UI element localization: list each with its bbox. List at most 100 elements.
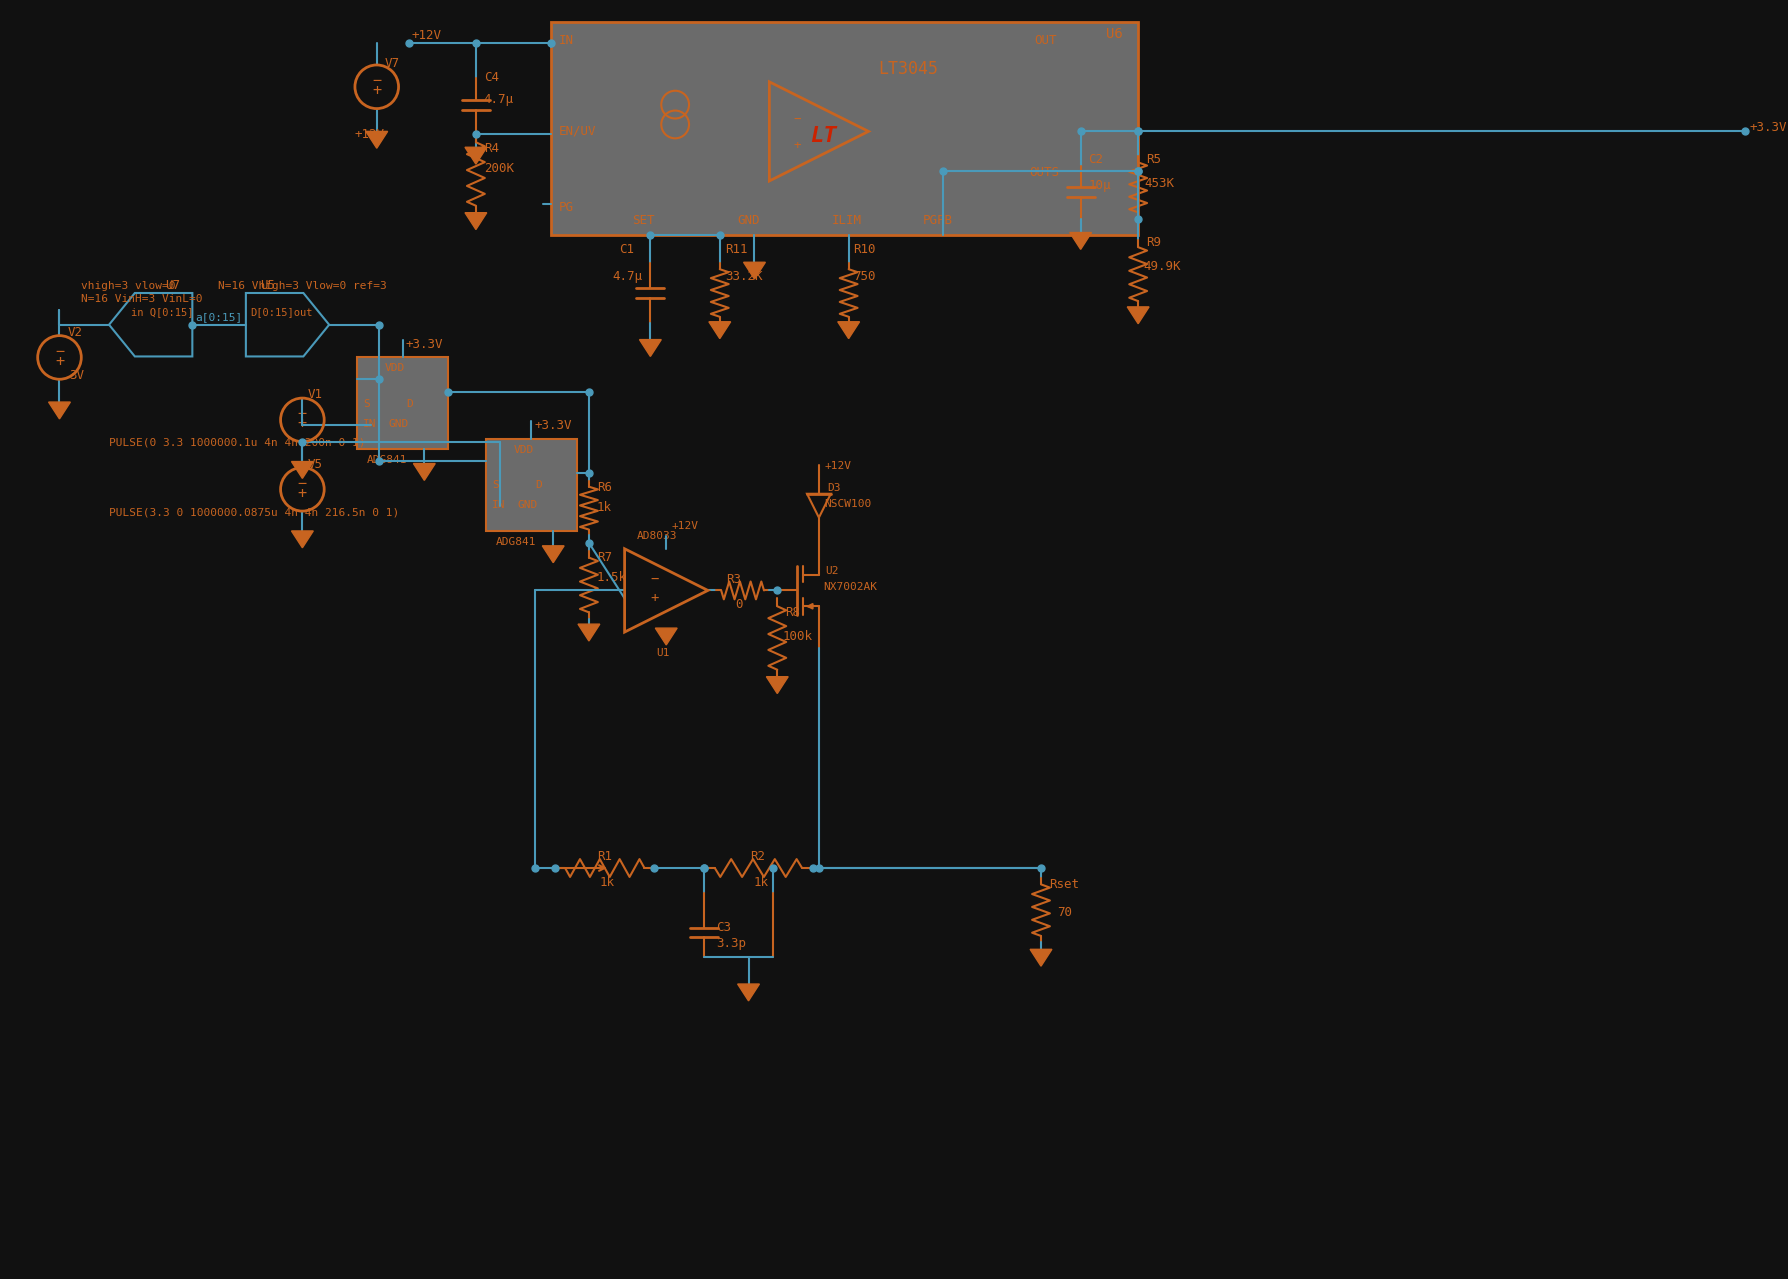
Text: N=16 Vhigh=3 Vlow=0 ref=3: N=16 Vhigh=3 Vlow=0 ref=3 xyxy=(218,281,386,292)
Text: V1: V1 xyxy=(308,388,322,402)
Text: PULSE(0 3.3 1000000.1u 4n 4n 200n 0 1): PULSE(0 3.3 1000000.1u 4n 4n 200n 0 1) xyxy=(109,437,365,448)
Text: LT3045: LT3045 xyxy=(878,60,939,78)
Text: +: + xyxy=(299,417,308,431)
Text: NX7002AK: NX7002AK xyxy=(822,582,876,592)
Text: C4: C4 xyxy=(485,70,499,84)
Text: 0: 0 xyxy=(735,599,744,611)
Text: VDD: VDD xyxy=(384,363,404,373)
Text: N=16 VinH=3 VinL=0: N=16 VinH=3 VinL=0 xyxy=(80,294,202,304)
Polygon shape xyxy=(1030,949,1051,966)
FancyBboxPatch shape xyxy=(358,357,449,449)
Text: 70: 70 xyxy=(1057,906,1071,918)
Text: GND: GND xyxy=(738,214,760,226)
Text: R9: R9 xyxy=(1146,237,1160,249)
Text: GND: GND xyxy=(517,500,538,510)
Polygon shape xyxy=(1069,233,1091,249)
Text: V7: V7 xyxy=(384,58,401,70)
Text: EN/UV: EN/UV xyxy=(560,124,597,137)
Text: D3: D3 xyxy=(826,483,840,494)
Text: S: S xyxy=(363,399,370,409)
Text: S: S xyxy=(492,481,499,490)
Polygon shape xyxy=(738,984,760,1001)
Polygon shape xyxy=(578,624,599,641)
Text: 10μ: 10μ xyxy=(1089,179,1110,192)
Polygon shape xyxy=(291,462,313,478)
Text: GND: GND xyxy=(388,420,409,428)
Text: 453K: 453K xyxy=(1144,177,1175,191)
Text: 3.3p: 3.3p xyxy=(715,938,746,950)
Text: 4.7μ: 4.7μ xyxy=(613,270,642,283)
Polygon shape xyxy=(744,262,765,279)
Polygon shape xyxy=(465,147,486,164)
Text: −: − xyxy=(299,476,308,491)
Text: R10: R10 xyxy=(853,243,876,256)
Text: ILIM: ILIM xyxy=(831,214,862,226)
Text: AD8033: AD8033 xyxy=(637,531,678,541)
Text: +: + xyxy=(794,138,801,152)
Text: ADG841: ADG841 xyxy=(495,537,536,547)
Text: R4: R4 xyxy=(485,142,499,155)
Text: U6: U6 xyxy=(1107,27,1123,41)
Text: IN: IN xyxy=(560,35,574,47)
Text: PGFB: PGFB xyxy=(923,214,953,226)
Text: OUTS: OUTS xyxy=(1030,166,1058,179)
Text: +: + xyxy=(651,591,658,605)
FancyBboxPatch shape xyxy=(551,22,1139,235)
Text: +: + xyxy=(299,486,308,501)
Text: +12V: +12V xyxy=(824,460,851,471)
Polygon shape xyxy=(542,546,565,563)
Text: U1: U1 xyxy=(656,648,670,657)
Text: 100k: 100k xyxy=(781,631,812,643)
Polygon shape xyxy=(708,322,731,339)
Text: 4.7μ: 4.7μ xyxy=(485,92,513,106)
Text: 750: 750 xyxy=(853,270,876,283)
Polygon shape xyxy=(465,212,486,229)
Text: R1: R1 xyxy=(597,851,611,863)
Text: +3.3V: +3.3V xyxy=(1750,122,1788,134)
Text: 1k: 1k xyxy=(597,501,611,514)
Text: vhigh=3 vlow=0: vhigh=3 vlow=0 xyxy=(80,281,175,292)
Text: −: − xyxy=(794,113,801,127)
Text: PULSE(3.3 0 1000000.0875u 4n 4n 216.5n 0 1): PULSE(3.3 0 1000000.0875u 4n 4n 216.5n 0… xyxy=(109,508,399,517)
Polygon shape xyxy=(839,322,860,339)
Text: +12V: +12V xyxy=(356,128,384,142)
Polygon shape xyxy=(291,531,313,547)
Polygon shape xyxy=(640,340,662,357)
Text: +3.3V: +3.3V xyxy=(535,420,572,432)
Text: PG: PG xyxy=(560,201,574,214)
Text: ADG841: ADG841 xyxy=(367,454,408,464)
Text: R3: R3 xyxy=(726,573,740,586)
Text: IN: IN xyxy=(363,420,375,428)
Text: +: + xyxy=(55,354,64,368)
Text: D: D xyxy=(406,399,413,409)
Text: 1k: 1k xyxy=(599,876,615,889)
FancyBboxPatch shape xyxy=(486,439,578,531)
Text: V5: V5 xyxy=(308,458,322,471)
Text: −: − xyxy=(299,407,308,422)
Text: U5: U5 xyxy=(259,279,275,292)
Text: VDD: VDD xyxy=(513,445,535,454)
Text: +12V: +12V xyxy=(670,521,697,531)
Text: R7: R7 xyxy=(597,551,611,564)
Text: in Q[0:15]: in Q[0:15] xyxy=(131,307,193,317)
Text: −: − xyxy=(651,572,658,586)
Text: V2: V2 xyxy=(68,326,82,339)
Text: R11: R11 xyxy=(724,243,747,256)
Text: R2: R2 xyxy=(751,851,765,863)
Text: 1.5k: 1.5k xyxy=(597,570,628,583)
Text: 1k: 1k xyxy=(753,876,769,889)
Text: SET: SET xyxy=(633,214,654,226)
Text: Rset: Rset xyxy=(1050,877,1078,891)
Polygon shape xyxy=(367,132,388,148)
Polygon shape xyxy=(767,677,789,693)
Text: C3: C3 xyxy=(715,921,731,934)
Text: OUT: OUT xyxy=(1033,35,1057,47)
Text: 33.2K: 33.2K xyxy=(724,270,762,283)
Text: +3.3V: +3.3V xyxy=(406,338,443,350)
Text: C2: C2 xyxy=(1089,153,1103,166)
Text: R6: R6 xyxy=(597,481,611,495)
Text: +: + xyxy=(372,83,381,98)
Text: −: − xyxy=(372,73,381,88)
Text: U2: U2 xyxy=(824,565,839,576)
Text: 49.9K: 49.9K xyxy=(1143,261,1180,274)
